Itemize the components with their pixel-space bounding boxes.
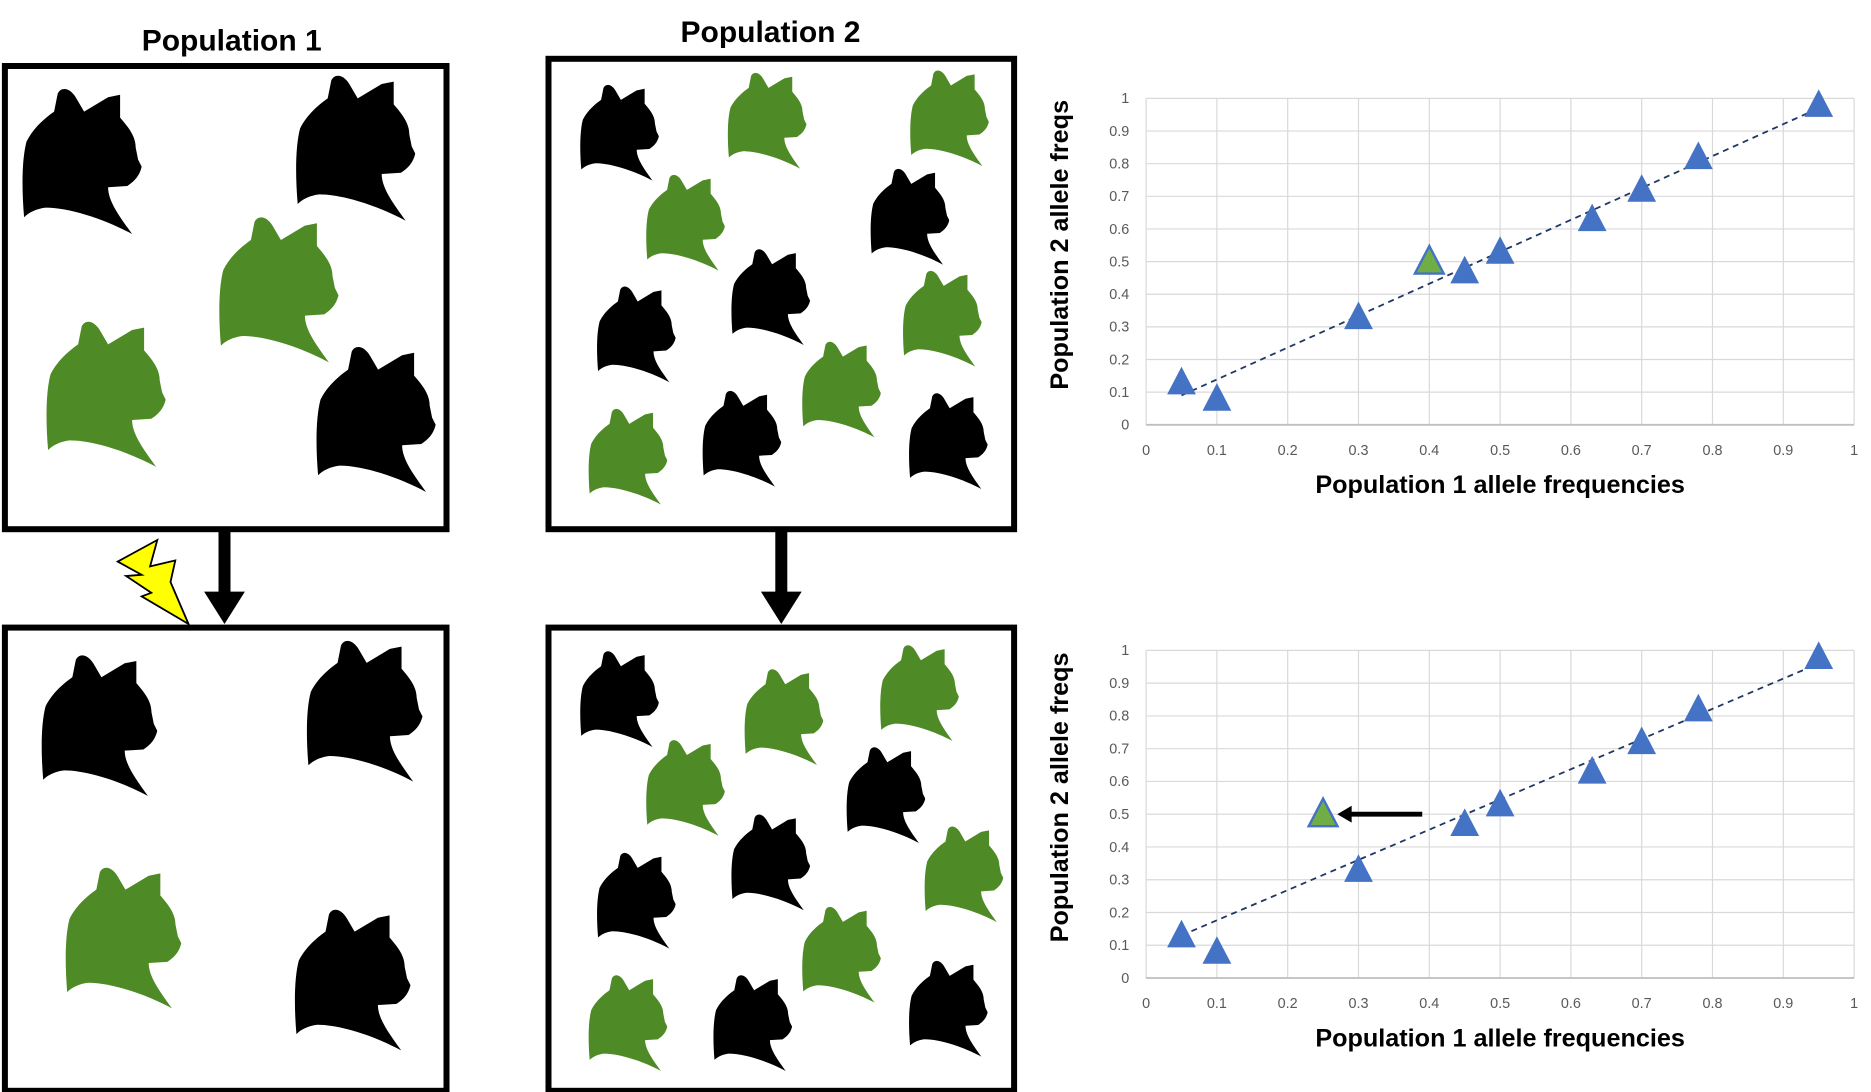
- data-point: [1577, 203, 1607, 232]
- x-tick-label: 0.5: [1490, 996, 1510, 1012]
- data-point: [1450, 255, 1480, 284]
- x-tick-label: 0.2: [1278, 996, 1298, 1012]
- down-arrow: [204, 531, 245, 624]
- y-tick-label: 0.7: [1109, 741, 1129, 757]
- x-tick-label: 1: [1850, 443, 1858, 459]
- data-point: [1804, 89, 1834, 117]
- scatter-chart-after: 0 0.1 0.2 0.3 0.4 0.5 0.6 0.7 0.8 0.9 1 0 0.1 0.2 0.3 0…: [1046, 641, 1858, 1052]
- x-tick-label: 0.1: [1207, 996, 1227, 1012]
- y-tick-label: 0.2: [1109, 352, 1129, 368]
- x-axis-title: Population 1 allele frequencies: [1315, 1024, 1685, 1052]
- x-tick-label: 0: [1142, 996, 1150, 1012]
- x-tick-label: 0.5: [1490, 443, 1510, 459]
- y-tick-label: 0.3: [1109, 320, 1129, 336]
- down-arrow: [760, 531, 802, 624]
- x-tick-label: 0.1: [1207, 443, 1227, 459]
- x-tick-label: 0: [1142, 443, 1150, 459]
- x-tick-label: 0.4: [1419, 996, 1439, 1012]
- data-point: [1344, 854, 1373, 882]
- y-tick-label: 0.9: [1109, 124, 1129, 140]
- y-tick-label: 0.6: [1109, 774, 1129, 790]
- y-tick-label: 0.1: [1109, 385, 1129, 401]
- x-tick-label: 0.3: [1348, 996, 1368, 1012]
- lightning-bolt-icon: [115, 538, 191, 627]
- y-tick-label: 0.8: [1109, 156, 1129, 172]
- x-tick-label: 0.6: [1561, 443, 1581, 459]
- y-axis-title: Population 2 allele freqs: [1046, 100, 1074, 390]
- x-tick-label: 0.9: [1773, 996, 1793, 1012]
- y-tick-label: 0.5: [1109, 807, 1129, 823]
- x-tick-label: 0.6: [1561, 996, 1581, 1012]
- x-tick-label: 0.7: [1632, 996, 1652, 1012]
- data-point: [1167, 919, 1196, 948]
- population-1-title: Population 1: [142, 24, 322, 57]
- x-tick-label: 0.9: [1773, 443, 1793, 459]
- y-tick-label: 0.3: [1109, 873, 1129, 889]
- y-tick-label: 0.1: [1109, 938, 1129, 954]
- x-tick-label: 0.8: [1702, 443, 1722, 459]
- x-axis-title: Population 1 allele frequencies: [1315, 471, 1685, 499]
- y-tick-label: 0.7: [1109, 189, 1129, 205]
- data-point: [1167, 366, 1196, 395]
- y-tick-label: 1: [1121, 643, 1129, 659]
- y-tick-label: 0.5: [1109, 254, 1129, 270]
- annotation-arrow: [1337, 805, 1423, 823]
- data-point: [1485, 236, 1515, 264]
- x-tick-label: 0.4: [1419, 443, 1439, 459]
- x-tick-label: 0.8: [1702, 996, 1722, 1012]
- highlighted-data-point: [1306, 796, 1340, 828]
- y-tick-label: 0: [1121, 971, 1129, 987]
- y-tick-label: 0.2: [1109, 905, 1129, 921]
- data-point: [1202, 936, 1232, 964]
- scatter-chart-before: 0 0.1 0.2 0.3 0.4 0.5 0.6 0.7 0.8 0.9 1 0 0.1 0.2 0.3 0…: [1046, 89, 1858, 499]
- y-tick-label: 0.4: [1109, 287, 1129, 303]
- y-tick-label: 0: [1121, 418, 1129, 434]
- data-point: [1627, 726, 1657, 755]
- data-point: [1683, 693, 1713, 722]
- data-point: [1804, 641, 1834, 669]
- y-tick-label: 1: [1121, 91, 1129, 107]
- data-point: [1450, 808, 1480, 837]
- population-2-title: Population 2: [681, 16, 861, 49]
- x-tick-label: 0.2: [1278, 443, 1298, 459]
- x-tick-label: 0.3: [1348, 443, 1368, 459]
- data-point: [1344, 301, 1373, 330]
- data-point: [1627, 174, 1657, 202]
- x-tick-label: 0.7: [1632, 443, 1652, 459]
- highlighted-data-point: [1412, 243, 1446, 275]
- data-point: [1577, 756, 1607, 784]
- data-point: [1485, 788, 1515, 817]
- y-axis-title: Population 2 allele freqs: [1046, 653, 1074, 943]
- y-tick-label: 0.4: [1109, 840, 1129, 856]
- x-tick-label: 1: [1850, 996, 1858, 1012]
- data-point: [1202, 383, 1232, 411]
- y-tick-label: 0.8: [1109, 709, 1129, 725]
- data-point: [1683, 141, 1713, 170]
- y-tick-label: 0.9: [1109, 676, 1129, 692]
- y-tick-label: 0.6: [1109, 222, 1129, 238]
